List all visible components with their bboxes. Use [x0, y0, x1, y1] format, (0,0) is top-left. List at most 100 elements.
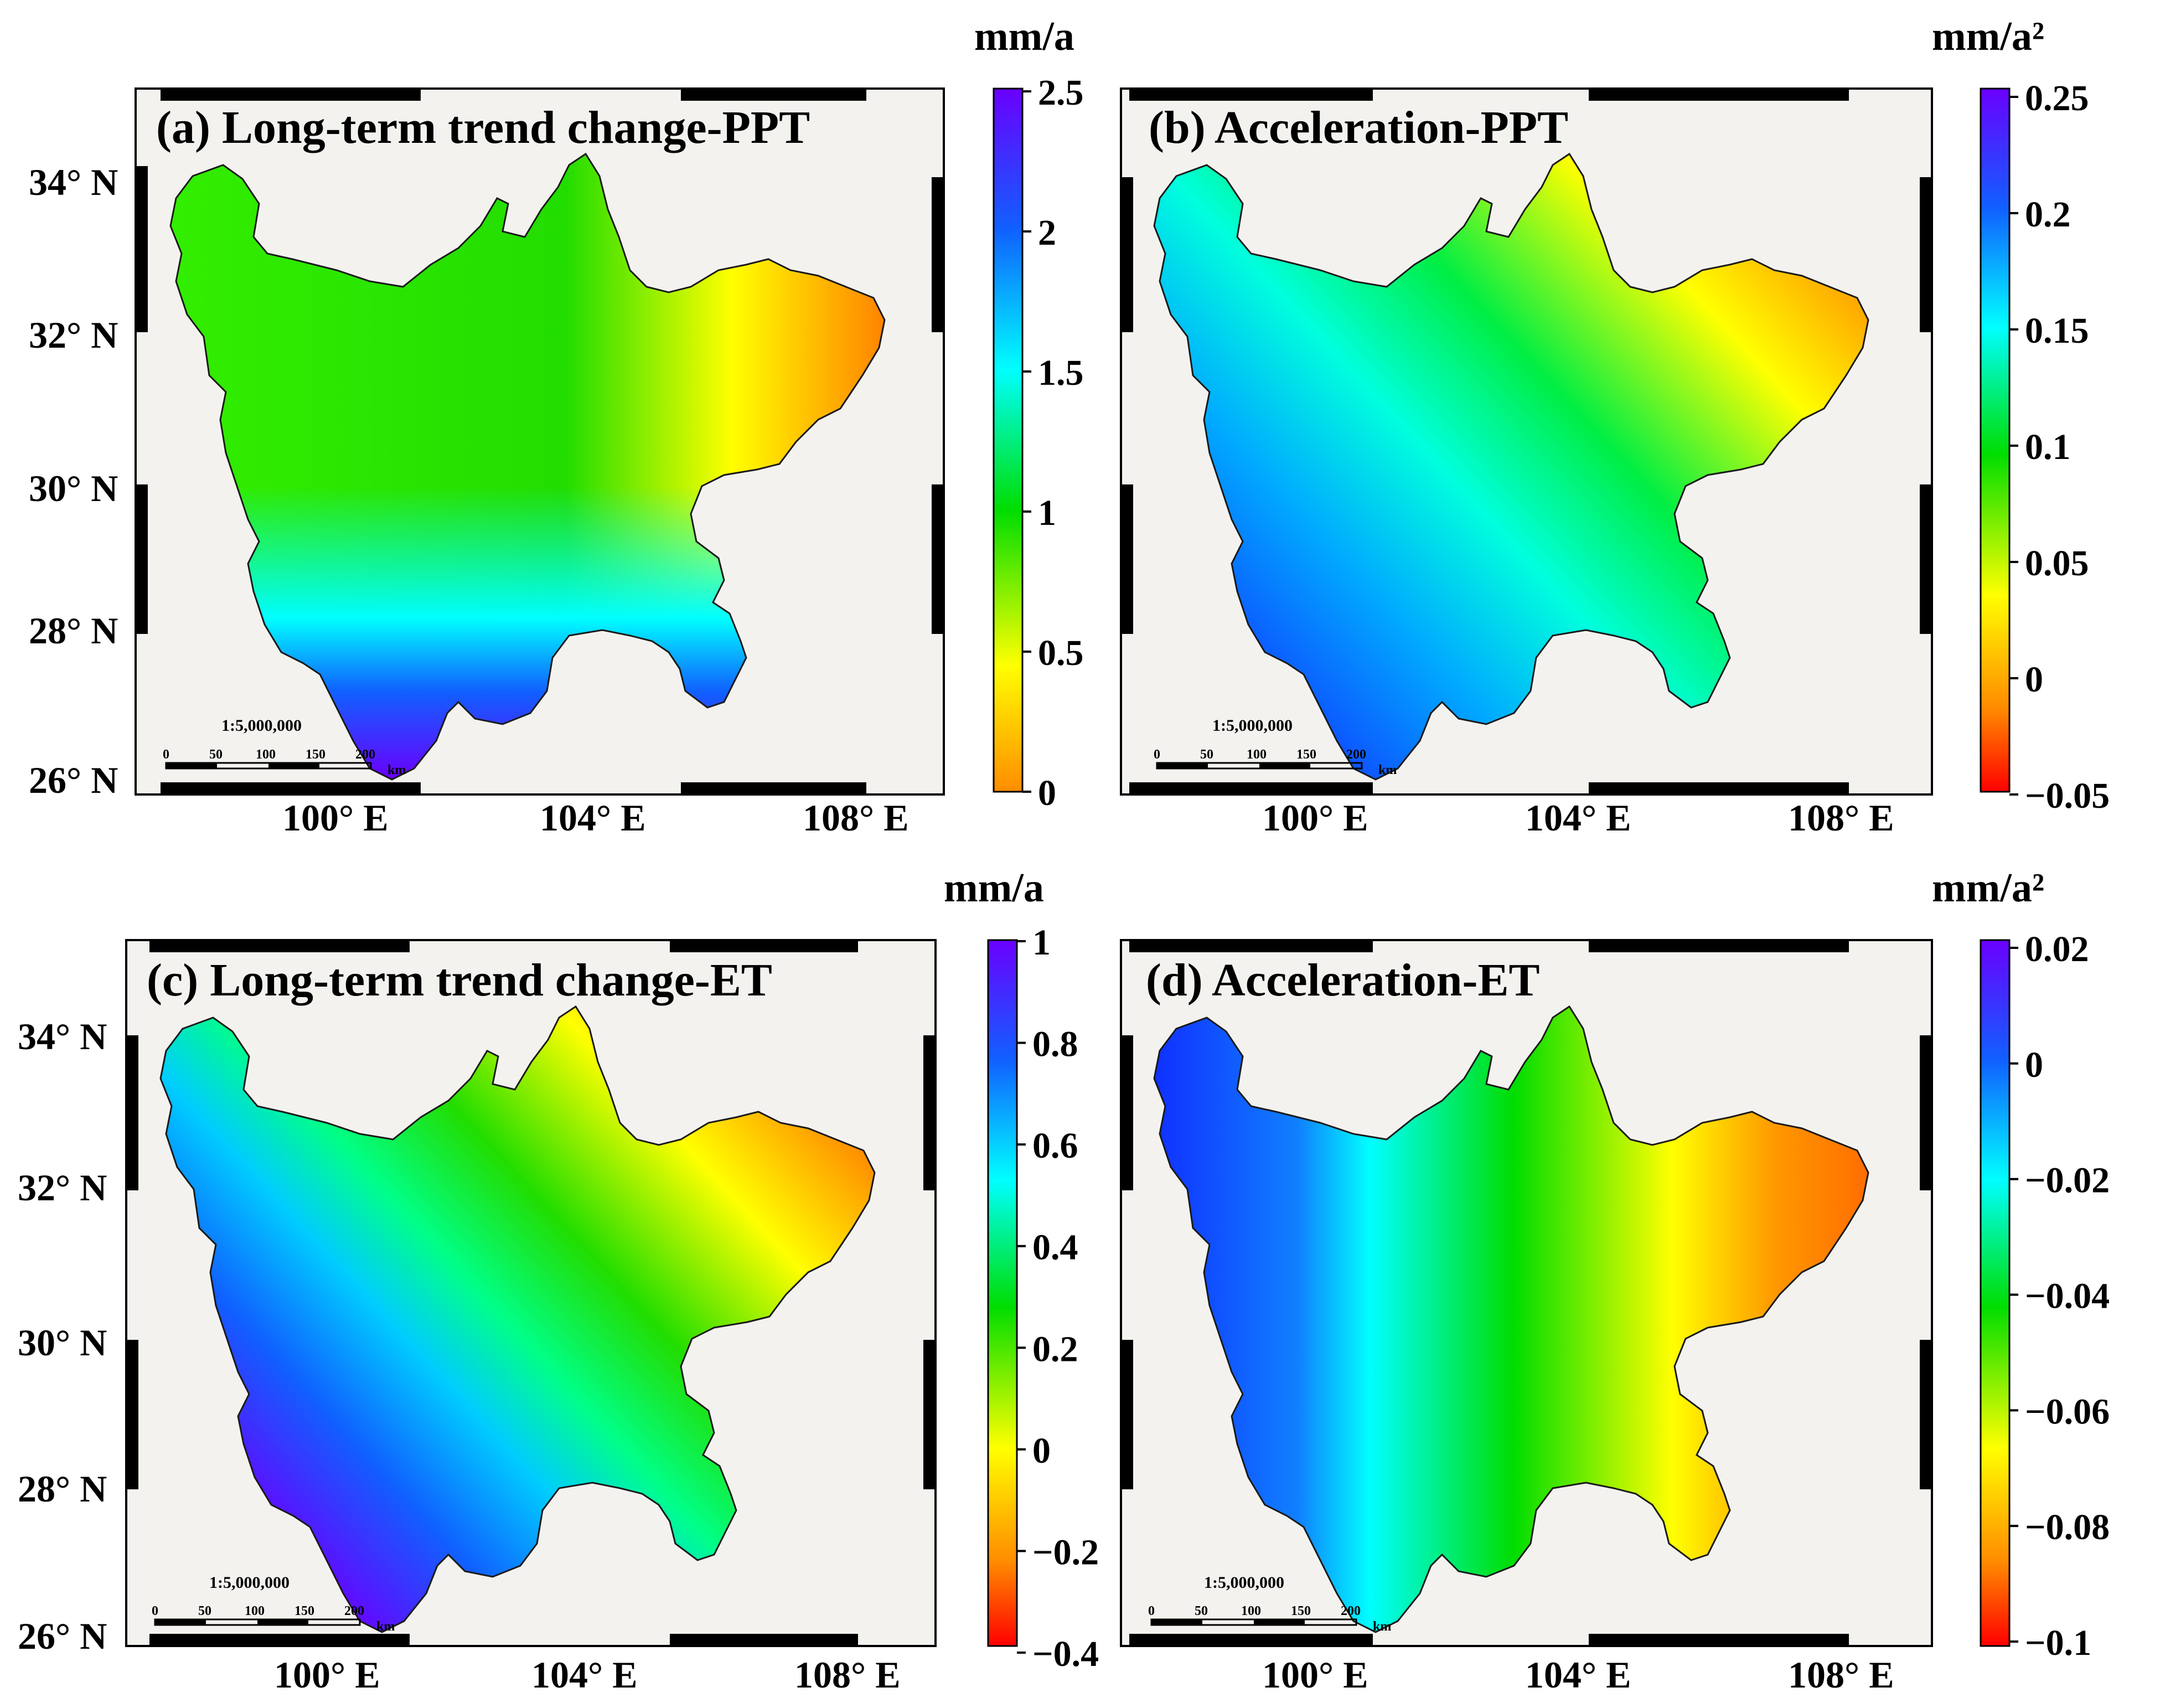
colorbar-tick-label: −0.4 — [1032, 1634, 1099, 1674]
lat-labels-c: 34° N 32° N 30° N 28° N 26° N — [18, 1015, 107, 1657]
frame-ticks-d — [1121, 940, 1932, 1646]
colorbar-tick-label: −0.06 — [2025, 1391, 2110, 1432]
colorbar-unit-b: mm/a² — [1932, 14, 2044, 59]
svg-text:200: 200 — [355, 747, 375, 762]
svg-text:200: 200 — [1341, 1604, 1361, 1618]
svg-text:50: 50 — [198, 1604, 211, 1618]
svg-text:100: 100 — [245, 1604, 265, 1618]
frame-ticks-c — [126, 940, 936, 1646]
svg-text:0: 0 — [1148, 1604, 1155, 1618]
panel-title-b: (b) Acceleration-PPT — [1149, 102, 1568, 153]
colorbar-tick-label: 0 — [1032, 1431, 1051, 1471]
panel-b: (b) Acceleration-PPT 1:5,000,000 0 50 10… — [1120, 14, 2110, 839]
svg-text:50: 50 — [1195, 1604, 1208, 1618]
panel-title-d: (d) Acceleration-ET — [1146, 954, 1540, 1006]
svg-text:200: 200 — [344, 1604, 364, 1618]
colorbar-tick-label: 2 — [1038, 213, 1056, 253]
svg-text:150: 150 — [1296, 747, 1316, 762]
svg-text:150: 150 — [306, 747, 325, 762]
colorbar-d: mm/a² 0.02 0 −0.02 −0.04 −0.06 −0.08 −0.1 — [1932, 865, 2110, 1663]
svg-text:100° E: 100° E — [282, 797, 389, 839]
frame-ticks-b — [1121, 89, 1932, 794]
svg-text:108° E: 108° E — [794, 1654, 901, 1696]
svg-text:km: km — [376, 1619, 395, 1634]
svg-text:108° E: 108° E — [1788, 797, 1894, 839]
panel-c: (c) Long-term trend change-ET 1:5,000,00… — [18, 865, 1099, 1696]
scale-bar-d: 1:5,000,000 0 50 100 150 200 km — [1148, 1573, 1391, 1634]
svg-text:28° N: 28° N — [18, 1468, 107, 1510]
panel-d: (d) Acceleration-ET 1:5,000,000 0 50 100… — [1120, 865, 2110, 1696]
colorbar-tick-label: −0.04 — [2025, 1276, 2110, 1317]
svg-text:0: 0 — [152, 1604, 158, 1618]
svg-text:0: 0 — [163, 747, 169, 762]
svg-text:0: 0 — [1154, 747, 1160, 762]
colorbar-unit-a: mm/a — [974, 14, 1074, 59]
svg-text:km: km — [387, 763, 406, 777]
colorbar-tick-label: 0 — [2025, 1045, 2043, 1085]
colorbar-tick-label: 0.5 — [1038, 633, 1084, 673]
svg-text:34° N: 34° N — [29, 161, 118, 203]
colorbar-tick-label: −0.1 — [2025, 1623, 2091, 1663]
svg-text:32° N: 32° N — [29, 314, 118, 356]
colorbar-c: mm/a 1 0.8 0.6 0.4 0.2 0 −0.2 −0.4 — [944, 865, 1099, 1674]
svg-text:30° N: 30° N — [29, 467, 118, 509]
colorbar-tick-label: 0 — [2025, 659, 2043, 700]
colorbar-tick-label: 0.2 — [2025, 194, 2071, 235]
svg-text:32° N: 32° N — [18, 1167, 107, 1209]
svg-text:104° E: 104° E — [1525, 1654, 1631, 1696]
colorbar-tick-label: −0.05 — [2025, 776, 2110, 816]
colorbar-tick-label: 0.4 — [1032, 1227, 1078, 1268]
colorbar-tick-label: 0.25 — [2025, 78, 2089, 118]
svg-text:100: 100 — [1247, 747, 1267, 762]
svg-text:1:5,000,000: 1:5,000,000 — [1204, 1573, 1284, 1592]
svg-text:108° E: 108° E — [1788, 1654, 1894, 1696]
colorbar-tick-label: −0.2 — [1032, 1532, 1099, 1572]
scale-bar-a: 1:5,000,000 0 50 100 150 200 km — [163, 716, 406, 777]
colorbar-tick-label: 0.6 — [1032, 1126, 1078, 1166]
colorbar-tick-label: 0.8 — [1032, 1024, 1078, 1065]
svg-text:50: 50 — [1200, 747, 1213, 762]
svg-text:1:5,000,000: 1:5,000,000 — [221, 716, 302, 735]
colorbar-tick-label: 1 — [1032, 922, 1051, 963]
colorbar-tick-label: 0.2 — [1032, 1329, 1078, 1369]
svg-text:104° E: 104° E — [540, 797, 646, 839]
colorbar-tick-label: 0.02 — [2025, 929, 2089, 969]
colorbar-tick-label: 2.5 — [1038, 73, 1084, 113]
lon-labels-c: 100° E 104° E 108° E — [274, 1654, 901, 1696]
lon-labels-d: 100° E 104° E 108° E — [1262, 1654, 1894, 1696]
colorbar-tick-label: 1.5 — [1038, 353, 1084, 393]
svg-text:26° N: 26° N — [29, 759, 118, 801]
panel-title-c: (c) Long-term trend change-ET — [147, 954, 772, 1006]
colorbar-tick-label: 0.15 — [2025, 311, 2089, 351]
panel-title-a: (a) Long-term trend change-PPT — [156, 102, 810, 153]
svg-text:100: 100 — [1241, 1604, 1261, 1618]
colorbar-unit-c: mm/a — [944, 865, 1044, 911]
colorbar-tick-label: 1 — [1038, 493, 1056, 533]
svg-text:100° E: 100° E — [274, 1654, 380, 1696]
lon-labels-b: 100° E 104° E 108° E — [1262, 797, 1894, 839]
colorbar-unit-d: mm/a² — [1932, 865, 2044, 911]
svg-text:1:5,000,000: 1:5,000,000 — [1212, 716, 1293, 735]
svg-text:100: 100 — [256, 747, 276, 762]
svg-text:200: 200 — [1346, 747, 1366, 762]
colorbar-tick-label: −0.02 — [2025, 1160, 2110, 1201]
colorbar-tick-label: 0.1 — [2025, 427, 2071, 467]
svg-text:28° N: 28° N — [29, 610, 118, 652]
svg-text:34° N: 34° N — [18, 1015, 107, 1057]
colorbar-a: mm/a 2.5 2 1.5 1 0.5 0 — [974, 14, 1084, 813]
svg-text:km: km — [1373, 1619, 1391, 1634]
svg-text:104° E: 104° E — [1525, 797, 1631, 839]
scale-bar-c: 1:5,000,000 0 50 100 150 200 km — [152, 1573, 395, 1634]
svg-text:km: km — [1378, 763, 1397, 777]
colorbar-tick-label: 0.05 — [2025, 543, 2089, 584]
svg-text:30° N: 30° N — [18, 1322, 107, 1364]
svg-text:100° E: 100° E — [1262, 797, 1368, 839]
svg-text:50: 50 — [209, 747, 223, 762]
svg-text:150: 150 — [1291, 1604, 1311, 1618]
colorbar-tick-label: 0 — [1038, 773, 1056, 813]
svg-text:104° E: 104° E — [531, 1654, 638, 1696]
scale-bar-b: 1:5,000,000 0 50 100 150 200 km — [1154, 716, 1397, 777]
panel-a: (a) Long-term trend change-PPT 1:5,000,0… — [29, 14, 1084, 839]
svg-text:108° E: 108° E — [803, 797, 909, 839]
